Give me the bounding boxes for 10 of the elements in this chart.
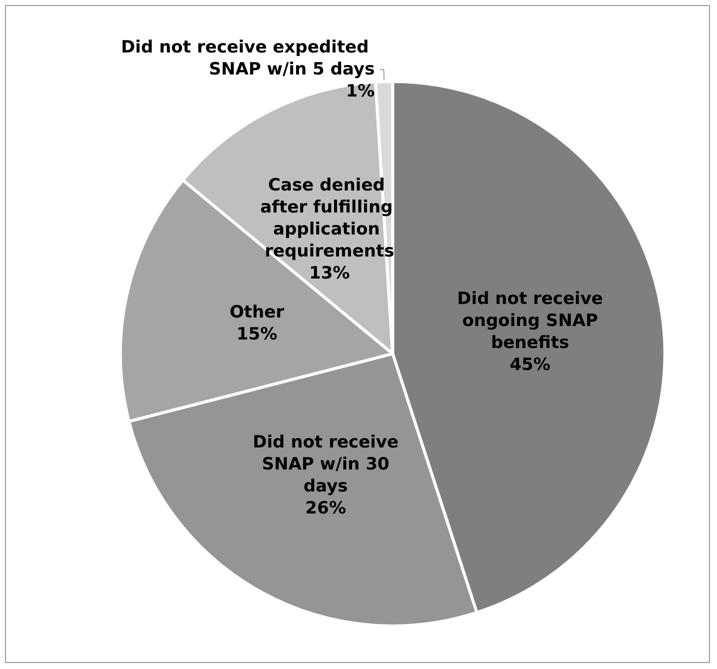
data-label: 13% <box>309 264 350 284</box>
slice-label: Case denied after fulfilling application requirements <box>260 176 399 262</box>
data-label: 26% <box>305 498 346 519</box>
slice-label: Other <box>230 302 285 322</box>
slice-label: Did not receive expedited SNAP w/in 5 days <box>121 38 375 80</box>
data-label: 1% <box>346 82 375 102</box>
slice-label: Did not receive SNAP w/in 30 days <box>252 432 399 497</box>
slice-label: Did not receive ongoing SNAP benefits <box>456 288 604 353</box>
data-label: 15% <box>236 324 278 344</box>
data-label: 45% <box>510 354 550 375</box>
